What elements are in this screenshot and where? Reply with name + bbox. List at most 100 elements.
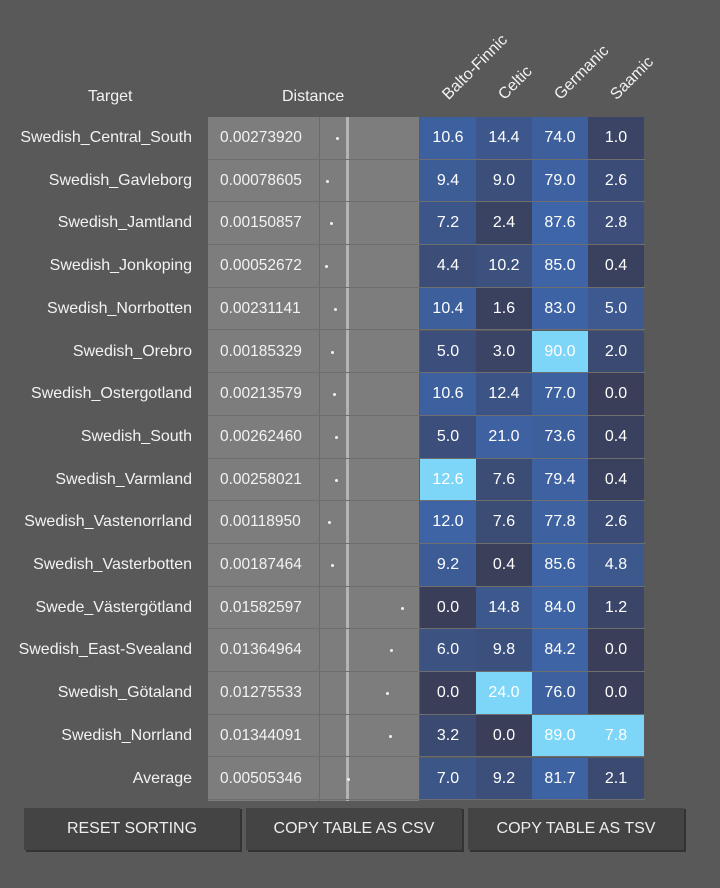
saamic-column-header[interactable]: Saamic [607, 53, 658, 104]
row-separator [208, 542, 645, 544]
row-separator [208, 457, 645, 459]
distance-dot [332, 393, 336, 397]
row-distance-value: 0.00231141 [220, 299, 301, 317]
germanic-column-header[interactable]: Germanic [551, 42, 613, 104]
component-cell-saamic: 2.8 [588, 202, 644, 246]
table-row: Swedish_Ostergotland 0.00213579 10.6 12.4 77… [0, 373, 720, 416]
table-row: Swedish_Norrbotten 0.00231141 10.4 1.6 83.0 5… [0, 287, 720, 331]
component-cell-balto-finnic: 10.4 [420, 287, 476, 331]
table-row: Swedish_Norrland 0.01344091 3.2 0.0 89.0 7.8 [0, 714, 720, 758]
distance-dot [325, 179, 329, 183]
component-cell-germanic: 85.6 [532, 544, 588, 587]
row-target-name: Swedish_Norrland [61, 726, 192, 744]
row-target-name: Swedish_Ostergotland [31, 385, 192, 403]
distance-column-header[interactable]: Distance [282, 88, 345, 105]
row-separator [208, 671, 645, 673]
row-separator [208, 244, 645, 246]
component-cell-germanic: 84.0 [532, 586, 588, 630]
row-target-name: Swedish_Vastenorrland [24, 513, 192, 531]
table-row: Swedish_Jamtland 0.00150857 7.2 2.4 87.6 2.8 [0, 202, 720, 246]
component-cell-balto-finnic: 12.6 [420, 458, 476, 502]
table-row: Swedish_Götaland 0.01275533 0.0 24.0 76.0 0.0 [0, 672, 720, 715]
component-cell-germanic: 73.6 [532, 415, 588, 459]
table-row: Swedish_East-Svealand 0.01364964 6.0 9.8 84.… [0, 629, 720, 673]
row-separator [208, 372, 645, 374]
row-separator [208, 158, 645, 160]
component-cell-celtic: 2.4 [476, 202, 532, 246]
component-cell-balto-finnic: 10.6 [420, 373, 476, 416]
component-cell-germanic: 85.0 [532, 245, 588, 288]
table-row: Average 0.00505346 7.0 9.2 81.7 2.1 [0, 757, 720, 801]
component-cell-balto-finnic: 9.4 [420, 159, 476, 203]
component-cell-saamic: 1.0 [588, 117, 644, 160]
distance-divider [319, 117, 320, 801]
distance-dot [324, 265, 328, 269]
table-row: Swedish_Vasterbotten 0.00187464 9.2 0.4 85.6… [0, 544, 720, 587]
target-column-header[interactable]: Target [88, 88, 133, 105]
row-target-name: Swedish_South [80, 427, 192, 445]
component-cell-celtic: 0.4 [476, 544, 532, 587]
table-row: Swedish_Central_South 0.00273920 10.6 14.4 7… [0, 117, 720, 160]
row-distance-value: 0.00150857 [220, 214, 302, 232]
component-cell-celtic: 14.8 [476, 586, 532, 630]
component-cell-saamic: 1.2 [588, 586, 644, 630]
row-separator [208, 585, 645, 587]
row-target-name: Swedish_Gavleborg [48, 171, 192, 189]
distance-dot [335, 137, 339, 140]
component-cell-germanic: 89.0 [532, 714, 588, 758]
component-cell-germanic: 74.0 [532, 117, 588, 160]
component-cell-celtic: 9.0 [476, 159, 532, 203]
row-separator [208, 329, 645, 331]
component-cell-celtic: 0.0 [476, 714, 532, 758]
component-cell-celtic: 24.0 [476, 672, 532, 715]
distance-dot [389, 734, 393, 738]
celtic-column-header[interactable]: Celtic [495, 62, 536, 104]
component-cell-celtic: 9.8 [476, 629, 532, 673]
row-distance-value: 0.00505346 [220, 769, 302, 787]
row-distance-value: 0.01275533 [220, 684, 302, 702]
row-target-name: Swedish_Jamtland [57, 214, 192, 232]
row-target-name: Swedish_Orebro [72, 342, 192, 360]
row-distance-value: 0.00262460 [220, 427, 302, 445]
row-target-name: Average [132, 769, 192, 787]
component-cell-saamic: 5.0 [588, 287, 644, 331]
component-cell-saamic: 2.6 [588, 501, 644, 544]
component-cell-balto-finnic: 0.0 [420, 586, 476, 630]
row-separator [208, 414, 645, 416]
distance-dot [334, 478, 338, 482]
copy-tsv-button[interactable]: COPY TABLE AS TSV [468, 807, 684, 850]
table-row: Swedish_Vastenorrland 0.00118950 12.0 7.6 77… [0, 501, 720, 544]
component-cell-germanic: 81.7 [532, 757, 588, 801]
table-row: Swedish_Varmland 0.00258021 12.6 7.6 79.4 0.4 [0, 458, 720, 502]
component-cell-balto-finnic: 3.2 [420, 714, 476, 758]
row-target-name: Swedish_Götaland [57, 684, 192, 702]
component-cell-balto-finnic: 7.0 [420, 757, 476, 801]
row-distance-value: 0.01364964 [220, 641, 302, 659]
row-separator [208, 713, 645, 715]
row-target-name: Swedish_Jonkoping [49, 257, 192, 275]
row-separator [208, 756, 645, 758]
row-target-name: Swedish_Vasterbotten [33, 556, 192, 573]
component-cell-saamic: 0.4 [588, 245, 644, 288]
reset-sorting-button[interactable]: RESET SORTING [24, 807, 240, 850]
distance-dot [331, 564, 335, 567]
distance-dot [347, 777, 351, 781]
component-cell-saamic: 2.6 [588, 159, 644, 203]
copy-csv-button[interactable]: COPY TABLE AS CSV [246, 807, 462, 850]
distance-dot [329, 222, 333, 226]
component-cell-saamic: 4.8 [588, 544, 644, 587]
row-distance-value: 0.00258021 [220, 470, 302, 488]
component-cell-balto-finnic: 10.6 [420, 117, 476, 160]
row-target-name: Swedish_Norrbotten [47, 299, 192, 317]
component-cell-balto-finnic: 0.0 [420, 672, 476, 715]
component-cell-germanic: 77.8 [532, 501, 588, 544]
row-separator [208, 799, 645, 801]
component-cell-germanic: 77.0 [532, 373, 588, 416]
table-row: Swedish_South 0.00262460 5.0 21.0 73.6 0.4 [0, 415, 720, 459]
component-cell-germanic: 83.0 [532, 287, 588, 331]
row-distance-value: 0.01582597 [220, 598, 302, 616]
table-row: Swedish_Jonkoping 0.00052672 4.4 10.2 85.0 0.… [0, 245, 720, 288]
component-cell-saamic: 7.8 [588, 714, 644, 758]
component-cell-balto-finnic: 4.4 [420, 245, 476, 288]
row-distance-value: 0.00118950 [220, 513, 301, 531]
